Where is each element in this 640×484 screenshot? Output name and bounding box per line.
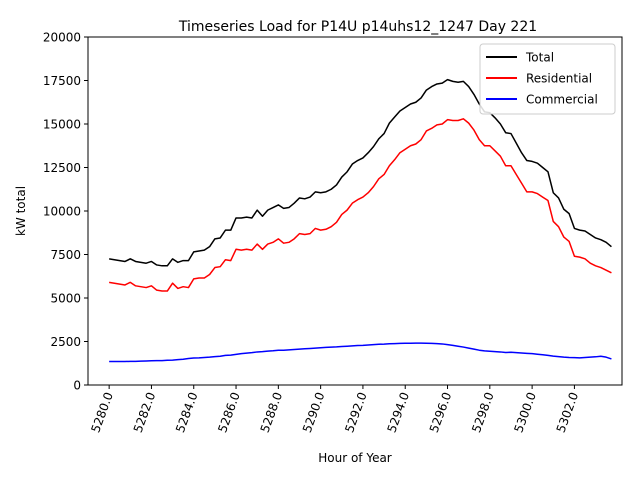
y-tick-label: 20000	[43, 31, 81, 45]
x-tick-label: 5300.0	[511, 390, 539, 434]
series-lines	[109, 78, 612, 363]
x-tick-label: 5282.0	[131, 390, 159, 434]
y-tick-label: 10000	[43, 205, 81, 219]
series-line-total	[109, 78, 612, 267]
series-line-residential	[109, 118, 612, 292]
legend-label-total: Total	[525, 51, 554, 65]
y-tick-label: 15000	[43, 118, 81, 132]
x-tick-label: 5280.0	[88, 390, 116, 434]
legend-label-residential: Residential	[526, 72, 592, 86]
plot-area-frame	[87, 36, 623, 386]
legend-label-commercial: Commercial	[526, 93, 598, 107]
x-tick-label: 5290.0	[300, 390, 328, 434]
y-tick-label: 2500	[50, 335, 81, 349]
x-tick-label: 5286.0	[215, 390, 243, 434]
legend: Total Residential Commercial	[479, 43, 616, 115]
x-tick-label: 5298.0	[469, 390, 497, 434]
x-tick-label: 5294.0	[385, 390, 413, 434]
y-tick-label: 12500	[43, 161, 81, 175]
y-axis-ticks: 0 2500 5000 7500 10000 12500 15000 17500 20000	[43, 31, 88, 393]
y-tick-label: 7500	[50, 248, 81, 262]
y-tick-label: 0	[73, 379, 81, 393]
legend-box	[479, 43, 616, 115]
x-tick-label: 5284.0	[173, 390, 201, 434]
y-tick-label: 5000	[50, 292, 81, 306]
x-tick-label: 5296.0	[427, 390, 455, 434]
x-tick-label: 5288.0	[258, 390, 286, 434]
y-tick-label: 17500	[43, 74, 81, 88]
x-tick-label: 5292.0	[342, 390, 370, 434]
chart-title: Timeseries Load for P14U p14uhs12_1247 D…	[178, 19, 537, 35]
x-tick-label: 5302.0	[554, 390, 582, 434]
y-axis-label: kW total	[14, 186, 28, 236]
x-axis-ticks: 5280.0 5282.0 5284.0 5286.0 5288.0 5290.0 5292…	[88, 385, 581, 434]
x-axis-label: Hour of Year	[318, 451, 392, 465]
series-line-commercial	[109, 342, 612, 363]
